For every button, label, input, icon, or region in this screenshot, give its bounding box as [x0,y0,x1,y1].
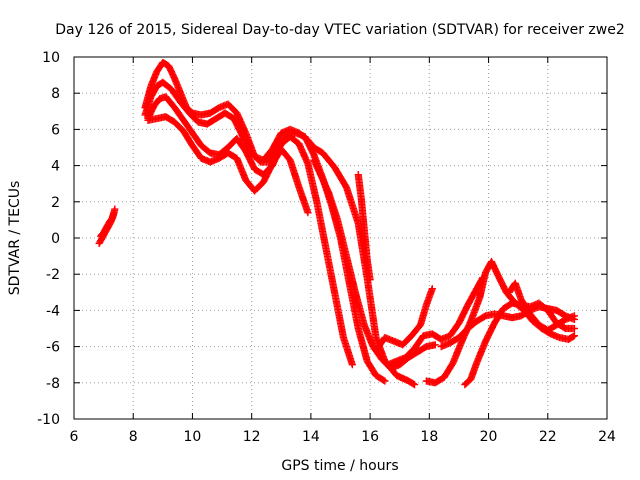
data-point [381,377,389,385]
x-tick-label: 12 [243,429,261,445]
y-tick-label: 0 [51,231,60,247]
series-track-6 [354,171,374,284]
series-track-12 [505,279,579,334]
x-tick-labels: 6 8 10 12 14 16 18 20 22 24 [70,429,616,445]
data-point [570,324,579,333]
series-track-3 [144,93,356,369]
data-point [111,205,119,213]
data-point [409,380,417,388]
x-tick-label: 10 [184,429,202,445]
data-point [348,361,356,369]
y-tick-label: -4 [46,303,60,319]
x-tick-label: 22 [539,429,557,445]
series-track-5 [310,156,439,372]
data-point [431,341,439,349]
x-tick-label: 14 [302,429,320,445]
series-track-4 [144,113,312,217]
axis-ticks [73,56,608,420]
data-point [410,381,419,389]
x-tick-label: 8 [129,429,138,445]
series-track-8 [384,274,487,369]
grid-lines [74,57,607,419]
chart-title: Day 126 of 2015, Sidereal Day-to-day VTE… [55,22,625,38]
data-point [569,332,577,341]
data-point [570,332,579,340]
y-axis-label: SDTVAR / TECUs [7,181,23,296]
data-point [304,209,312,217]
y-tick-label: -2 [46,267,60,283]
data-point [380,376,388,384]
y-tick-label: -6 [46,340,60,356]
y-tick-label: 10 [42,50,60,66]
series-arc-b [97,205,119,240]
data-marks [95,58,579,389]
x-tick-label: 16 [361,429,379,445]
y-tick-label: 2 [51,195,60,211]
y-tick-label: 6 [51,122,60,138]
x-tick-label: 20 [480,429,498,445]
y-tick-label: -8 [46,376,60,392]
y-tick-label: 8 [51,86,60,102]
y-tick-label: 4 [51,159,60,175]
x-tick-label: 18 [420,429,438,445]
x-axis-label: GPS time / hours [281,458,398,474]
data-point [366,276,374,284]
data-point [570,312,579,320]
x-tick-label: 24 [598,429,616,445]
x-tick-label: 6 [70,429,79,445]
series-track-7 [372,285,436,354]
y-tick-label: -10 [37,412,60,428]
data-point [428,285,436,293]
y-tick-labels: -10 -8 -6 -4 -2 0 2 4 6 8 10 [37,50,60,428]
